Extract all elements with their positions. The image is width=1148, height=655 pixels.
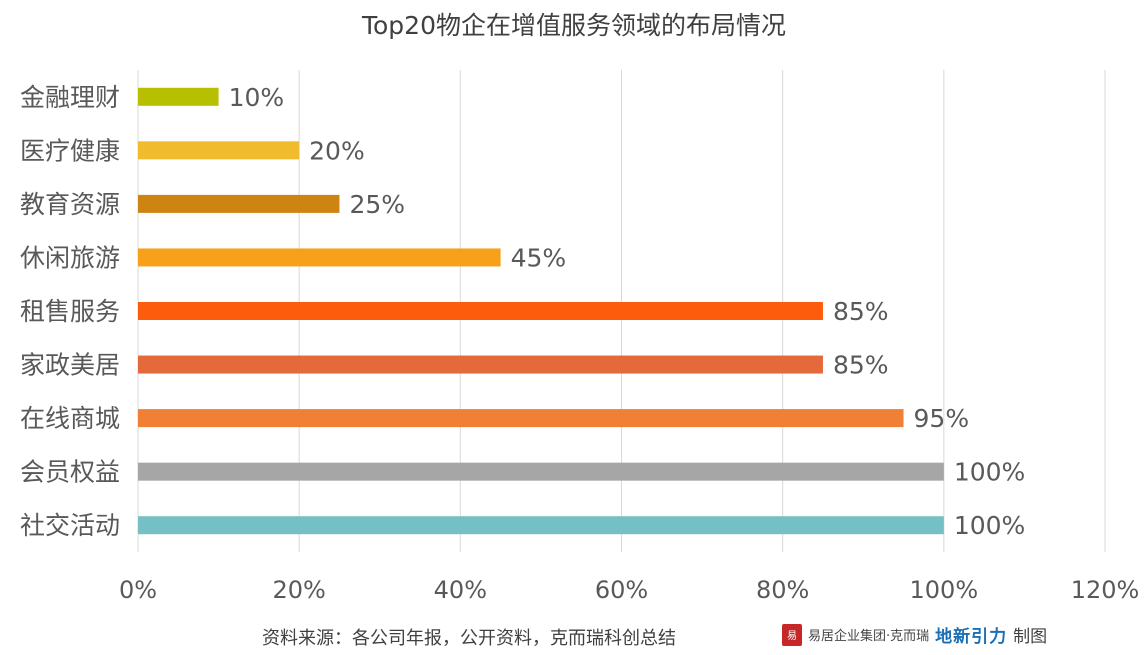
chart-title: Top20物企在增值服务领域的布局情况	[361, 11, 786, 40]
labels: 0% 20% 40% 60% 80% 100% 120% 金融理财 10% 医疗健康 20% 教育资源…	[20, 83, 1139, 604]
bar	[138, 516, 944, 535]
category-label: 租售服务	[20, 297, 120, 326]
x-tick-label: 40%	[434, 576, 487, 604]
category-label: 在线商城	[20, 404, 120, 433]
bar-chart: 0% 20% 40% 60% 80% 100% 120% 金融理财 10% 医疗健康 20% 教育资源…	[20, 70, 1139, 604]
x-tick-label: 20%	[272, 576, 325, 604]
x-tick-label: 60%	[595, 576, 648, 604]
x-tick-label: 120%	[1071, 576, 1140, 604]
category-label: 会员权益	[20, 458, 120, 487]
data-label: 85%	[833, 297, 889, 326]
bar	[138, 248, 501, 267]
data-label: 95%	[914, 404, 970, 433]
data-label: 100%	[954, 458, 1025, 487]
logo-dinxin: 地新引力	[935, 627, 1008, 647]
bar	[138, 302, 823, 320]
x-tick-label: 100%	[910, 576, 979, 604]
source-note: 资料来源：各公司年报，公开资料，克而瑞科创总结	[262, 628, 676, 649]
category-label: 医疗健康	[20, 136, 120, 165]
logo-text: 易居企业集团·克而瑞	[808, 629, 930, 644]
bar	[138, 462, 944, 481]
data-label: 20%	[309, 136, 365, 165]
category-label: 家政美居	[20, 351, 120, 380]
data-label: 100%	[954, 511, 1025, 540]
credit: 易 易居企业集团·克而瑞 地新引力 制图	[782, 622, 1047, 647]
bar	[138, 355, 823, 374]
data-label: 25%	[349, 190, 405, 219]
bars	[138, 87, 944, 535]
footer: 资料来源：各公司年报，公开资料，克而瑞科创总结 易 易居企业集团·克而瑞 地新引…	[0, 622, 1148, 650]
x-tick-label: 80%	[756, 576, 809, 604]
data-label: 10%	[229, 83, 285, 112]
logo-seal-icon: 易	[782, 623, 802, 646]
bar	[138, 409, 904, 428]
bar	[138, 141, 300, 160]
data-label: 85%	[833, 351, 889, 380]
category-label: 教育资源	[20, 190, 120, 219]
credit-suffix: 制图	[1013, 627, 1048, 647]
bar	[138, 87, 219, 106]
category-label: 社交活动	[20, 511, 120, 540]
data-label: 45%	[511, 243, 567, 272]
category-label: 金融理财	[20, 83, 120, 112]
x-tick-label: 0%	[119, 576, 157, 604]
bar	[138, 194, 340, 213]
category-label: 休闲旅游	[20, 243, 120, 272]
